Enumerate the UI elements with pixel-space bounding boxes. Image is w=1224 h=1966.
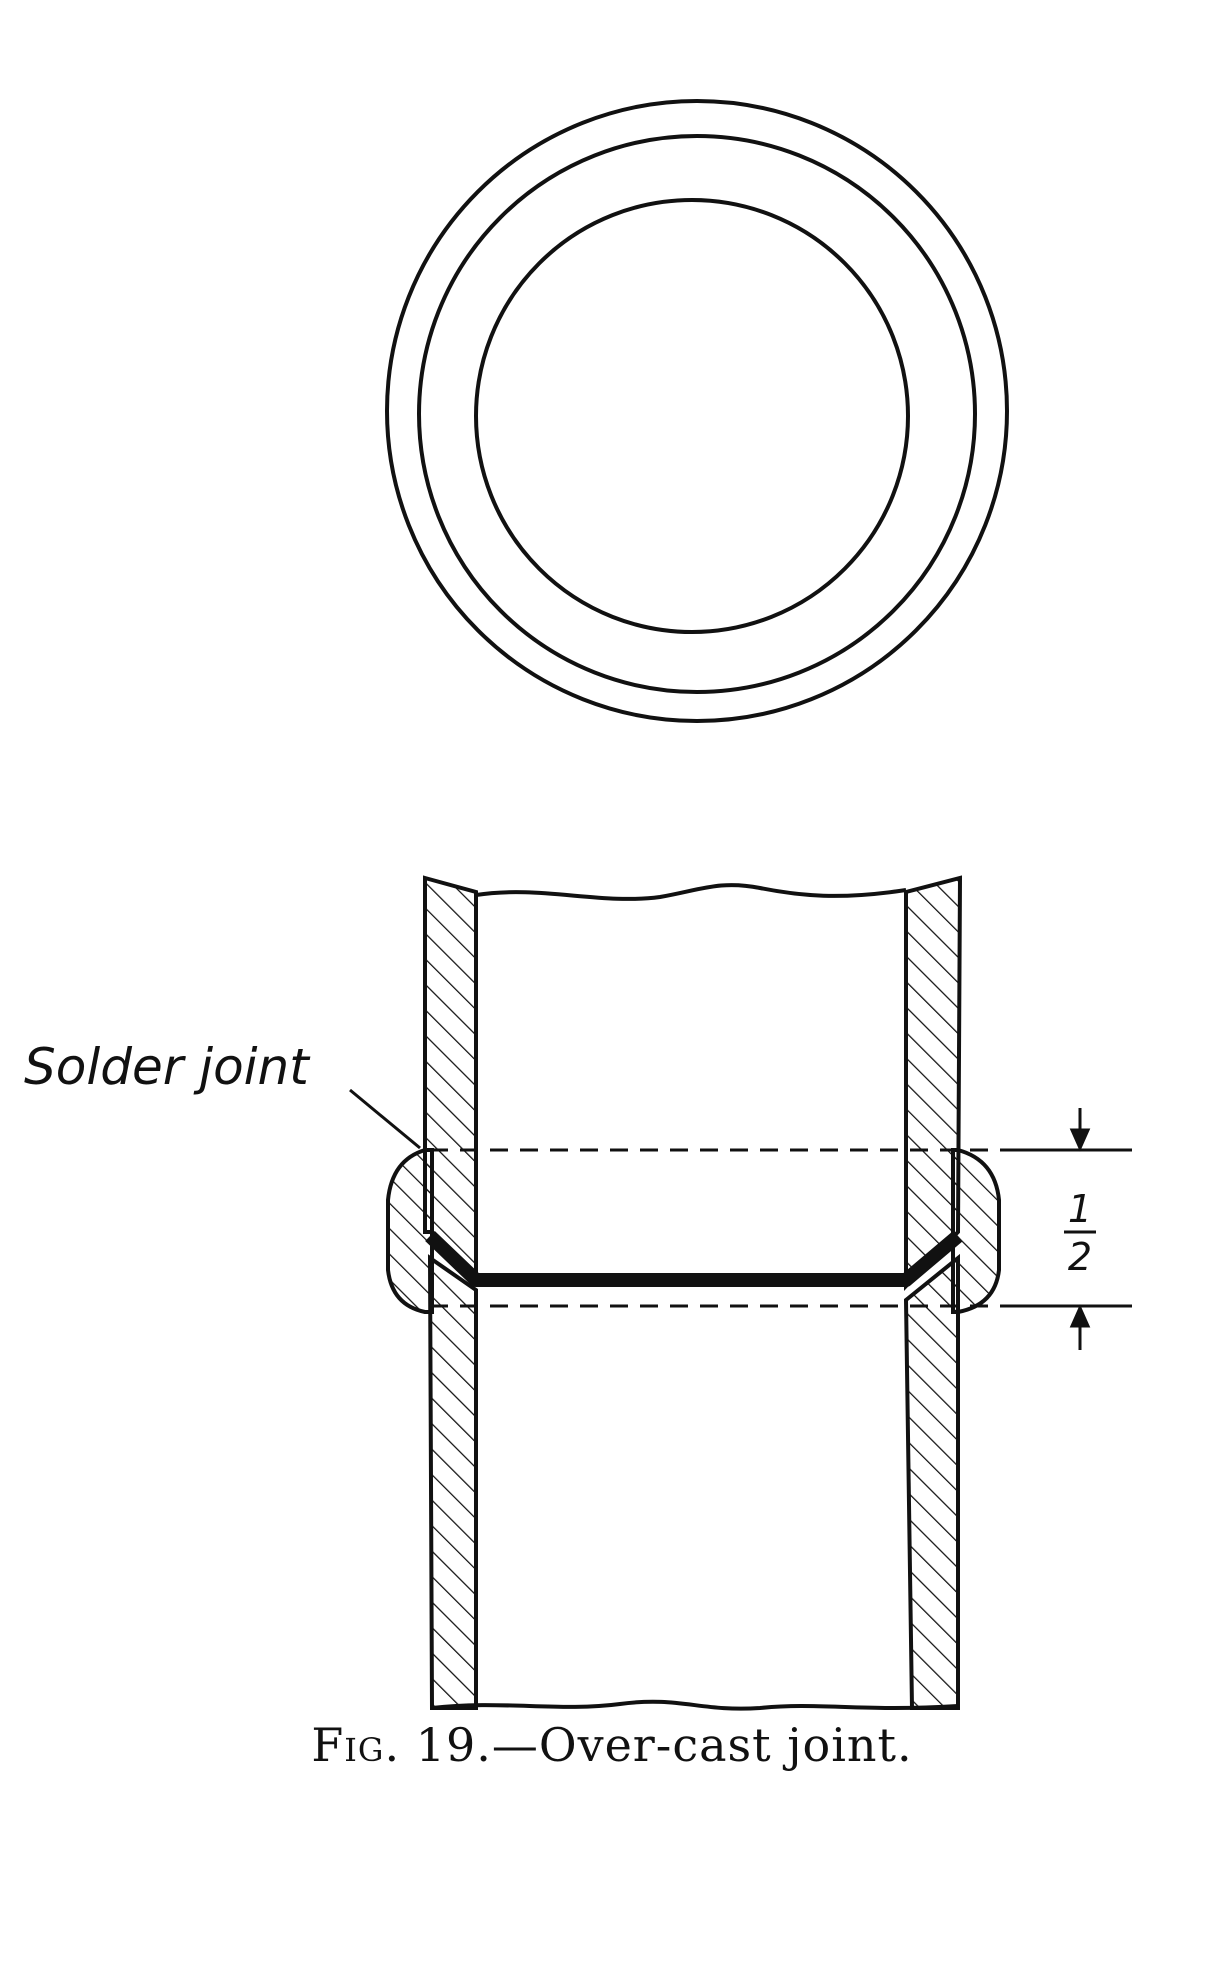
pipe-wall-left-lower — [427, 1254, 478, 1710]
pipe-wall-right-upper — [904, 875, 963, 1291]
solder-joint-leader — [349, 1088, 421, 1150]
dimension-arrow-top — [1069, 1108, 1091, 1152]
dimension-denominator: 2 — [1068, 1235, 1092, 1279]
outer-ring — [385, 99, 1009, 723]
solder-bead-right — [951, 1148, 1001, 1314]
middle-ring — [417, 134, 977, 694]
pipe-end-view — [385, 99, 1009, 723]
joint-seam — [425, 1230, 963, 1287]
dimension-arrow-bottom — [1069, 1304, 1091, 1350]
figure-caption: Fig. 19.—Over-cast joint. — [0, 1718, 1224, 1772]
pipe-wall-left-upper — [423, 875, 478, 1281]
pipe-section-view: 1 2 Solder joint — [24, 875, 1132, 1711]
caption-number: 19. — [415, 1718, 492, 1772]
caption-text: —Over-cast joint. — [491, 1718, 913, 1772]
break-line-bottom — [431, 1699, 959, 1711]
break-line-top — [475, 883, 907, 901]
inner-ring — [474, 198, 910, 634]
caption-prefix: Fig. — [311, 1718, 401, 1772]
solder-joint-label: Solder joint — [24, 1038, 311, 1096]
solder-bead-left — [386, 1148, 434, 1314]
dimension-numerator: 1 — [1068, 1187, 1092, 1231]
pipe-wall-right-lower — [903, 1253, 960, 1710]
